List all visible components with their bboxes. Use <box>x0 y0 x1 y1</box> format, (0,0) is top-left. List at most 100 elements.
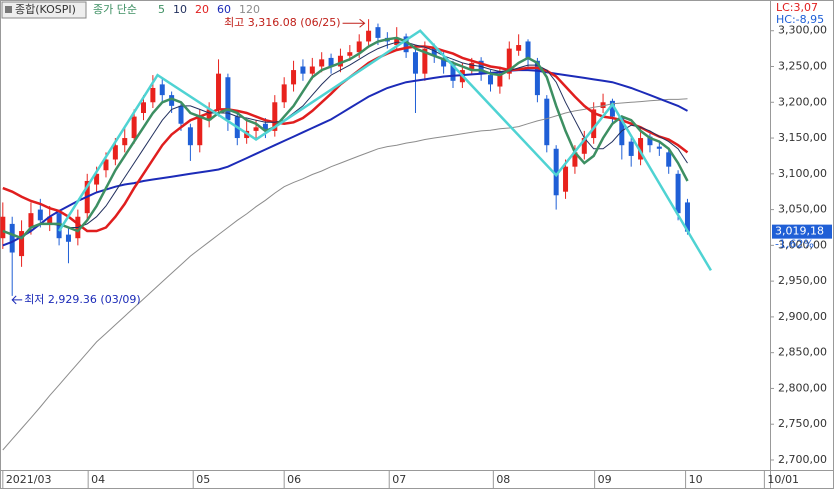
candle-body <box>403 36 409 53</box>
y-tick-label: 2,800,00 <box>778 381 827 394</box>
candle-body <box>0 216 6 239</box>
candle-body <box>300 66 306 74</box>
candle-body <box>609 100 615 117</box>
moving-average <box>2 69 688 247</box>
candle-body <box>497 73 503 87</box>
candle-body <box>366 30 372 42</box>
candle-body <box>19 231 25 257</box>
high-arrow <box>342 18 366 28</box>
candle-body <box>328 57 334 67</box>
candle-body <box>272 102 278 131</box>
legend-title: 종가 단순 <box>93 3 137 16</box>
x-tick-label: 05 <box>196 473 210 486</box>
y-tick-label: 3,100,00 <box>778 167 827 180</box>
chart-title: 종합(KOSPI) <box>15 3 76 16</box>
candle-body <box>469 62 475 71</box>
candle-body <box>291 70 297 85</box>
candle-body <box>28 213 34 228</box>
candle-body <box>656 146 662 149</box>
y-tick-label: 3,150,00 <box>778 131 827 144</box>
high-label: 최고 3,316.08 (06/25) <box>224 16 341 29</box>
candle-body <box>675 173 681 214</box>
y-tick-label: 3,250,00 <box>778 60 827 73</box>
candle-body <box>563 166 569 192</box>
low-label: 최저 2,929.36 (03/09) <box>24 293 141 306</box>
y-tick-label: 2,850,00 <box>778 346 827 359</box>
y-tick-label: 2,950,00 <box>778 274 827 287</box>
last-price-label: 3,019,18 <box>775 225 824 238</box>
candle-body <box>647 136 653 146</box>
candle-body <box>37 209 43 221</box>
candle-body <box>206 109 212 121</box>
candle-body <box>394 37 400 46</box>
candle-body <box>112 145 118 160</box>
candle-body <box>225 77 231 121</box>
moving-average <box>2 98 688 451</box>
candle-body <box>65 234 71 242</box>
y-tick-label: 3,050,00 <box>778 203 827 216</box>
candle-body <box>600 102 606 108</box>
candle-body <box>122 138 128 146</box>
candle-body <box>9 223 15 253</box>
legend-entry: 120 <box>239 3 260 16</box>
candle-body <box>159 84 165 96</box>
candle-body <box>47 216 53 224</box>
y-tick-label: 3,000,00 <box>778 238 827 251</box>
candle-body <box>591 109 597 139</box>
candle-body <box>216 73 222 110</box>
candle-body <box>140 102 146 114</box>
y-tick-label: 2,900,00 <box>778 310 827 323</box>
candle-body <box>628 141 634 156</box>
candle-body <box>506 48 512 74</box>
low-arrow <box>11 295 23 305</box>
x-tick-label: 07 <box>392 473 406 486</box>
legend-entry: 10 <box>173 3 187 16</box>
x-tick-label: 06 <box>287 473 301 486</box>
candle-body <box>103 159 109 171</box>
candle-body <box>356 41 362 53</box>
candle-body <box>638 138 644 160</box>
legend-entry: 20 <box>195 3 209 16</box>
candle-body <box>281 84 287 103</box>
x-tick-label: 10/01 <box>767 473 799 486</box>
candle-body <box>581 138 587 154</box>
title-icon <box>5 6 12 13</box>
candle-body <box>375 27 381 38</box>
candle-body <box>516 45 522 51</box>
candle-body <box>337 55 343 67</box>
title-box[interactable] <box>1 1 87 19</box>
change-label: -1,62% <box>775 238 814 251</box>
candle-body <box>178 105 184 124</box>
y-tick-label: 2,750,00 <box>778 417 827 430</box>
candle-body <box>412 52 418 74</box>
candle-body <box>441 57 447 67</box>
moving-average <box>2 36 689 240</box>
y-tick-label: 3,200,00 <box>778 95 827 108</box>
x-tick-label: 04 <box>91 473 105 486</box>
candle-body <box>169 95 175 106</box>
candle-body <box>666 152 672 167</box>
candle-body <box>347 52 353 56</box>
legend-entry: 5 <box>158 3 165 16</box>
candle-body <box>319 59 325 67</box>
candle-body <box>422 48 428 74</box>
last-price-box <box>772 224 832 239</box>
y-tick-label: 2,700,00 <box>778 453 827 466</box>
candle-body <box>150 87 156 103</box>
candle-body <box>478 60 484 74</box>
x-tick-label: 08 <box>496 473 510 486</box>
hc-label: HC:-8,95 <box>776 13 824 26</box>
candle-body <box>309 66 315 74</box>
x-tick-label: 10 <box>689 473 703 486</box>
x-tick-label: 2021/03 <box>6 473 52 486</box>
candle-body <box>253 127 259 131</box>
candle-body <box>544 98 550 146</box>
candle-body <box>262 123 268 131</box>
legend-entry: 60 <box>217 3 231 16</box>
candle-body <box>197 116 203 146</box>
trend-line <box>58 29 712 272</box>
candle-body <box>187 127 193 146</box>
y-tick-label: 3,300,00 <box>778 24 827 37</box>
